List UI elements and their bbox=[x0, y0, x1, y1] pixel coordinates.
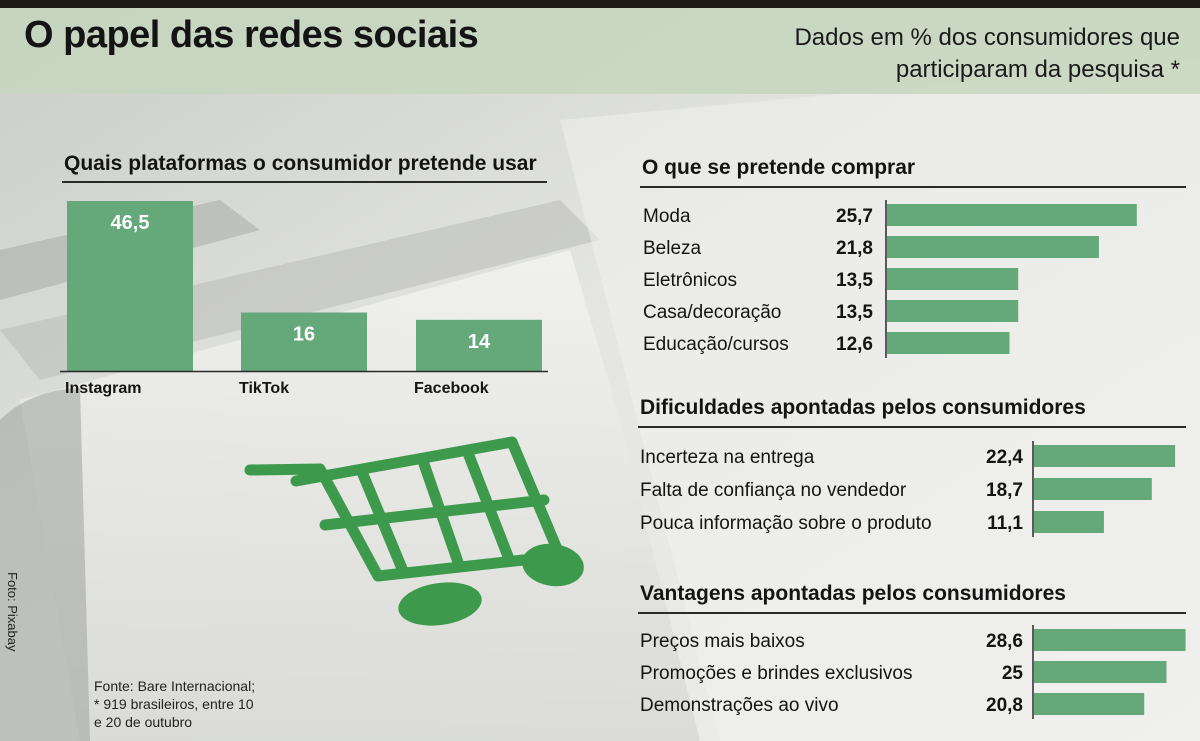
category-label-promocoes-e-brindes-exclusivos: Promoções e brindes exclusivos bbox=[640, 663, 912, 684]
category-label-precos-mais-baixos: Preços mais baixos bbox=[640, 631, 805, 652]
bar-falta-de-confianca-no-vendedor bbox=[1034, 478, 1152, 500]
bar-eletronicos bbox=[887, 268, 1019, 290]
bar-precos-mais-baixos bbox=[1034, 629, 1186, 651]
source-line-2: * 919 brasileiros, entre 10 bbox=[94, 696, 254, 712]
source-line-3: e 20 de outubro bbox=[94, 714, 193, 730]
value-label-incerteza-na-entrega: 22,4 bbox=[986, 447, 1023, 468]
bar-educacao-cursos bbox=[887, 332, 1010, 354]
source-note: Fonte: Bare Internacional; * 919 brasile… bbox=[94, 677, 255, 731]
category-label-pouca-informacao-sobre-o-produto: Pouca informação sobre o produto bbox=[640, 513, 932, 534]
value-label-instagram: 46,5 bbox=[111, 212, 150, 234]
header-band bbox=[0, 8, 1200, 94]
value-label-beleza: 21,8 bbox=[836, 238, 873, 259]
platforms-title-rule bbox=[62, 181, 547, 183]
category-label-demonstracoes-ao-vivo: Demonstrações ao vivo bbox=[640, 695, 839, 716]
bar-pouca-informacao-sobre-o-produto bbox=[1034, 511, 1104, 533]
category-label-casa-decoracao: Casa/decoração bbox=[643, 302, 781, 323]
value-label-promocoes-e-brindes-exclusivos: 25 bbox=[1002, 663, 1024, 684]
bar-beleza bbox=[887, 236, 1099, 258]
category-label-incerteza-na-entrega: Incerteza na entrega bbox=[640, 447, 815, 468]
source-line-1: Fonte: Bare Internacional; bbox=[94, 678, 256, 694]
bar-promocoes-e-brindes-exclusivos bbox=[1034, 661, 1167, 683]
bar-incerteza-na-entrega bbox=[1034, 445, 1176, 467]
difficulties-title-rule bbox=[638, 426, 1186, 428]
category-label-eletronicos: Eletrônicos bbox=[643, 270, 737, 291]
top-bar bbox=[0, 0, 1200, 8]
category-label-moda: Moda bbox=[643, 206, 691, 227]
subtitle-line-1: Dados em % dos consumidores que bbox=[794, 24, 1180, 51]
photo-credit: Foto: Pixabay bbox=[5, 572, 20, 652]
page-title: O papel das redes sociais bbox=[24, 14, 479, 56]
category-label-beleza: Beleza bbox=[643, 238, 702, 259]
category-label-instagram: Instagram bbox=[65, 380, 141, 397]
page-subtitle: Dados em % dos consumidores que particip… bbox=[660, 22, 1180, 86]
value-label-eletronicos: 13,5 bbox=[836, 270, 873, 291]
value-label-tiktok: 16 bbox=[293, 324, 315, 346]
advantages-chart-title: Vantagens apontadas pelos consumidores bbox=[640, 582, 1066, 605]
difficulties-chart-title: Dificuldades apontadas pelos consumidore… bbox=[640, 396, 1086, 419]
value-label-casa-decoracao: 13,5 bbox=[836, 302, 873, 323]
bar-tiktok bbox=[241, 312, 367, 371]
value-label-facebook: 14 bbox=[468, 331, 491, 353]
purchase-title-rule bbox=[640, 186, 1186, 188]
value-label-moda: 25,7 bbox=[836, 206, 873, 227]
category-label-facebook: Facebook bbox=[414, 380, 489, 397]
value-label-pouca-informacao-sobre-o-produto: 11,1 bbox=[987, 513, 1023, 534]
subtitle-line-2: participaram da pesquisa * bbox=[895, 56, 1180, 83]
category-label-falta-de-confianca-no-vendedor: Falta de confiança no vendedor bbox=[640, 480, 907, 501]
category-label-educacao-cursos: Educação/cursos bbox=[643, 334, 789, 355]
bar-moda bbox=[887, 204, 1137, 226]
bar-instagram bbox=[67, 201, 193, 371]
advantages-title-rule bbox=[638, 612, 1186, 614]
platforms-chart-title: Quais plataformas o consumidor pretende … bbox=[64, 152, 537, 175]
value-label-precos-mais-baixos: 28,6 bbox=[986, 631, 1023, 652]
value-label-falta-de-confianca-no-vendedor: 18,7 bbox=[986, 480, 1023, 501]
bar-casa-decoracao bbox=[887, 300, 1019, 322]
purchase-chart-title: O que se pretende comprar bbox=[642, 156, 916, 179]
bar-demonstracoes-ao-vivo bbox=[1034, 693, 1145, 715]
bar-facebook bbox=[416, 319, 542, 371]
value-label-educacao-cursos: 12,6 bbox=[836, 334, 873, 355]
category-label-tiktok: TikTok bbox=[239, 380, 289, 397]
value-label-demonstracoes-ao-vivo: 20,8 bbox=[986, 695, 1023, 716]
